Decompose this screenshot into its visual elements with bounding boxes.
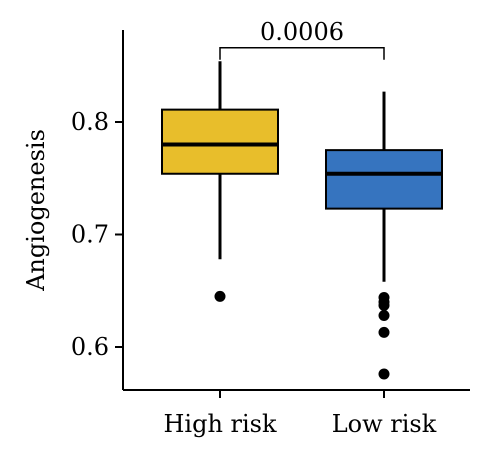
outlier-point bbox=[378, 326, 390, 338]
p-value-label: 0.0006 bbox=[260, 18, 344, 46]
iqr-box bbox=[325, 149, 443, 210]
box-high-risk bbox=[161, 61, 279, 302]
y-ticks: 0.6 0.7 0.8 bbox=[71, 108, 123, 361]
iqr-box bbox=[161, 108, 279, 175]
x-tick-label: High risk bbox=[163, 410, 277, 438]
outlier-point bbox=[378, 299, 390, 311]
outlier-point bbox=[214, 290, 226, 302]
x-ticks: High risk Low risk bbox=[163, 390, 437, 438]
y-tick-label: 0.6 bbox=[71, 333, 109, 361]
x-tick-label: Low risk bbox=[332, 410, 437, 438]
box-low-risk bbox=[325, 91, 443, 380]
outlier-point bbox=[378, 310, 390, 321]
axes bbox=[122, 30, 470, 391]
y-axis-title: Angiogenesis bbox=[22, 129, 50, 292]
boxes bbox=[161, 61, 443, 380]
bracket-line bbox=[219, 47, 385, 60]
outlier-point bbox=[378, 368, 390, 380]
y-tick-label: 0.7 bbox=[71, 221, 109, 249]
y-tick-label: 0.8 bbox=[71, 108, 109, 136]
significance-bracket: 0.0006 bbox=[219, 18, 385, 60]
